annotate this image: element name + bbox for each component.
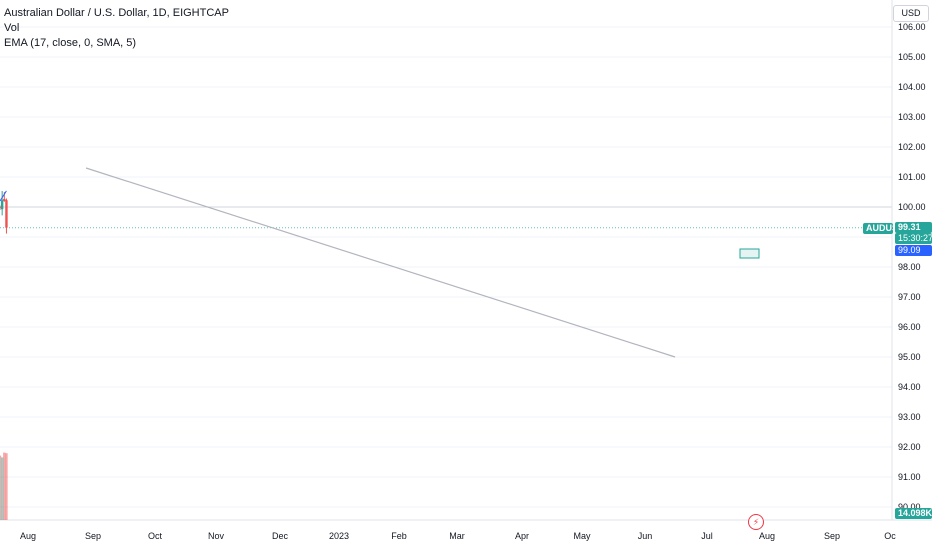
time-tick-label: Feb [391, 531, 407, 541]
time-tick-label: Sep [85, 531, 101, 541]
candle [0, 190, 4, 216]
price-tick-label: 102.00 [898, 142, 926, 152]
time-tick-label: Jun [638, 531, 653, 541]
price-tick-label: 104.00 [898, 82, 926, 92]
ema-path [0, 190, 7, 202]
volume-value-tag: 14.098K [895, 508, 932, 519]
currency-button[interactable]: USD [893, 5, 929, 22]
time-tick-label: Oct [148, 531, 163, 541]
price-tick-label: 105.00 [898, 52, 926, 62]
time-axis: Aug Sep Oct Nov Dec 2023 Feb Mar Apr May Jun Jul Aug… [20, 531, 896, 541]
candle [0, 205, 2, 210]
ema-line [0, 190, 7, 202]
volume-bar [3, 452, 6, 520]
chart-legend: Australian Dollar / U.S. Dollar, 1D, EIG… [4, 6, 229, 51]
ascending-trendline [85, 167, 676, 358]
price-tick-label: 101.00 [898, 172, 926, 182]
ema-legend: EMA (17, close, 0, SMA, 5) [4, 37, 137, 49]
price-tick-label: 98.00 [898, 262, 921, 272]
volume-bar [5, 453, 8, 520]
candle [5, 198, 8, 234]
drawing-layer [85, 167, 760, 358]
time-tick-label: May [573, 531, 591, 541]
candlestick-series [0, 190, 8, 234]
price-tick-label: 96.00 [898, 322, 921, 332]
price-tick-label: 100.00 [898, 202, 926, 212]
volume-bars [0, 452, 8, 520]
price-tick-label: 95.00 [898, 352, 921, 362]
grid-lines [0, 26, 932, 521]
candle-body [0, 206, 2, 208]
candle-body [5, 200, 8, 228]
lightning-icon[interactable]: ⚡ [748, 514, 764, 530]
time-tick-label: Aug [20, 531, 36, 541]
time-tick-label: Aug [759, 531, 775, 541]
volume-legend: Vol [4, 22, 20, 34]
time-tick-label: Sep [824, 531, 840, 541]
support-box [739, 248, 760, 259]
ema-value-tag: 99.09 [895, 245, 932, 256]
candle-body [0, 200, 4, 210]
price-tick-label: 92.00 [898, 442, 921, 452]
price-tick-label: 90.00 [898, 502, 921, 512]
symbol-tag: AUDUSD [863, 223, 905, 234]
candle-body [3, 198, 6, 201]
time-tick-label: 2023 [329, 531, 349, 541]
volume-bar [0, 457, 4, 520]
price-tick-label: 106.00 [898, 22, 926, 32]
time-tick-label: Mar [449, 531, 465, 541]
price-tick-label: 94.00 [898, 382, 921, 392]
price-tick-label: 93.00 [898, 412, 921, 422]
time-tick-label: Apr [515, 531, 529, 541]
time-tick-label: Nov [208, 531, 225, 541]
price-tick-label: 91.00 [898, 472, 921, 482]
bar-countdown-tag: 15:30:27 [895, 233, 932, 244]
time-tick-label: Jul [701, 531, 713, 541]
time-tick-label: Oc [884, 531, 896, 541]
volume-bar [0, 455, 2, 520]
time-tick-label: Dec [272, 531, 289, 541]
symbol-title: Australian Dollar / U.S. Dollar, 1D, EIG… [4, 7, 229, 19]
price-axis: 106.00 105.00 104.00 103.00 102.00 101.00 100.… [891, 0, 926, 520]
price-tick-label: 103.00 [898, 112, 926, 122]
price-tick-label: 97.00 [898, 292, 921, 302]
last-price-tag: 99.31 [895, 222, 932, 233]
